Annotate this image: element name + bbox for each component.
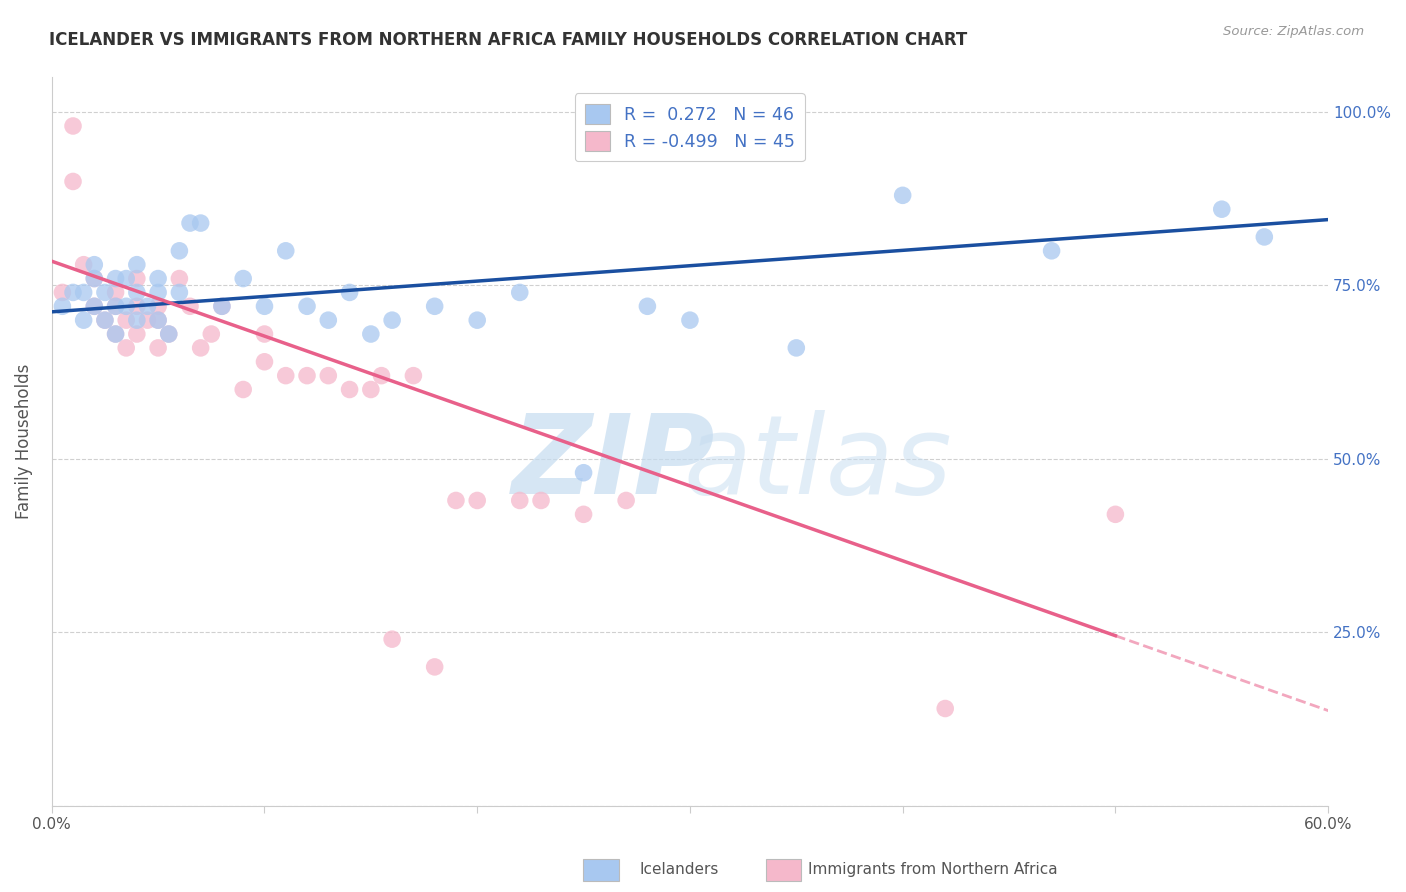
Point: [381, 313, 404, 327]
Point: [73, 285, 96, 300]
Text: atlas: atlas: [683, 409, 952, 516]
Point: [125, 326, 148, 341]
Point: [253, 326, 276, 341]
Point: [200, 326, 222, 341]
Point: [179, 299, 201, 313]
Point: [125, 258, 148, 272]
Point: [125, 313, 148, 327]
Point: [115, 341, 138, 355]
Point: [360, 326, 382, 341]
Point: [572, 508, 595, 522]
Point: [423, 660, 446, 674]
Point: [146, 271, 169, 285]
Point: [232, 271, 254, 285]
Point: [509, 493, 531, 508]
Point: [509, 285, 531, 300]
Point: [423, 299, 446, 313]
Point: [169, 271, 191, 285]
Point: [51, 285, 73, 300]
Point: [83, 271, 105, 285]
Point: [125, 299, 148, 313]
Point: [83, 299, 105, 313]
Point: [146, 313, 169, 327]
Point: [465, 313, 488, 327]
Point: [444, 493, 467, 508]
Point: [104, 299, 127, 313]
Point: [232, 383, 254, 397]
Point: [339, 383, 361, 397]
Point: [274, 244, 297, 258]
Point: [125, 285, 148, 300]
Point: [146, 299, 169, 313]
Point: [104, 285, 127, 300]
Point: [146, 285, 169, 300]
Point: [51, 299, 73, 313]
Point: [211, 299, 233, 313]
Point: [94, 285, 117, 300]
Point: [62, 174, 84, 188]
Point: [115, 299, 138, 313]
Point: [104, 299, 127, 313]
Point: [785, 341, 807, 355]
Point: [636, 299, 658, 313]
Text: Icelanders: Icelanders: [640, 863, 718, 877]
Point: [73, 313, 96, 327]
Point: [125, 271, 148, 285]
Point: [115, 313, 138, 327]
Point: [157, 326, 180, 341]
Point: [104, 326, 127, 341]
Point: [146, 341, 169, 355]
Point: [115, 271, 138, 285]
Point: [614, 493, 637, 508]
Point: [146, 313, 169, 327]
Point: [339, 285, 361, 300]
Text: ICELANDER VS IMMIGRANTS FROM NORTHERN AFRICA FAMILY HOUSEHOLDS CORRELATION CHART: ICELANDER VS IMMIGRANTS FROM NORTHERN AF…: [49, 31, 967, 49]
Point: [1211, 202, 1233, 217]
Point: [136, 313, 159, 327]
Point: [381, 632, 404, 647]
Point: [530, 493, 553, 508]
Point: [572, 466, 595, 480]
Point: [190, 341, 212, 355]
Point: [169, 244, 191, 258]
Text: Source: ZipAtlas.com: Source: ZipAtlas.com: [1223, 25, 1364, 38]
Point: [62, 285, 84, 300]
Point: [157, 326, 180, 341]
Point: [179, 216, 201, 230]
Point: [211, 299, 233, 313]
Point: [316, 368, 339, 383]
Point: [1040, 244, 1063, 258]
Point: [94, 313, 117, 327]
Point: [104, 326, 127, 341]
Point: [295, 299, 318, 313]
Point: [402, 368, 425, 383]
Point: [136, 299, 159, 313]
Text: ZIP: ZIP: [512, 409, 716, 516]
Point: [370, 368, 392, 383]
Point: [62, 119, 84, 133]
Point: [94, 313, 117, 327]
Point: [274, 368, 297, 383]
Point: [169, 285, 191, 300]
Point: [83, 299, 105, 313]
Text: Immigrants from Northern Africa: Immigrants from Northern Africa: [808, 863, 1059, 877]
Point: [295, 368, 318, 383]
Point: [934, 701, 956, 715]
Point: [83, 258, 105, 272]
Point: [891, 188, 914, 202]
Point: [104, 271, 127, 285]
Point: [360, 383, 382, 397]
Point: [253, 299, 276, 313]
Point: [73, 258, 96, 272]
Legend: R =  0.272   N = 46, R = -0.499   N = 45: R = 0.272 N = 46, R = -0.499 N = 45: [575, 94, 804, 161]
Point: [1104, 508, 1126, 522]
Point: [190, 216, 212, 230]
Point: [465, 493, 488, 508]
Y-axis label: Family Households: Family Households: [15, 364, 32, 519]
Point: [679, 313, 702, 327]
Point: [83, 271, 105, 285]
Point: [1253, 230, 1275, 244]
Point: [316, 313, 339, 327]
Point: [253, 355, 276, 369]
